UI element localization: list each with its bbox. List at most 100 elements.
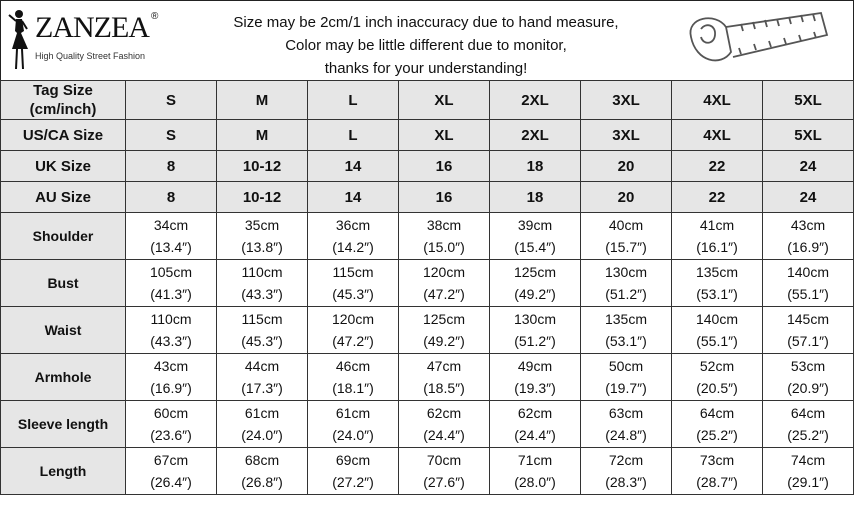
measurement-cell-text: 73cm: [699, 452, 735, 468]
measurement-cell-text: 34cm: [153, 217, 189, 233]
size-cell: 3XL: [580, 80, 672, 120]
row-label-text: Armhole: [34, 369, 92, 385]
measurement-cell-text: (55.1″): [787, 286, 829, 302]
measurement-cell-text: 60cm: [153, 405, 189, 421]
row-label: Sleeve length: [0, 400, 126, 448]
size-cell: 10-12: [216, 181, 308, 213]
row-label-text: Sleeve length: [17, 416, 109, 432]
registered-mark: ®: [150, 11, 159, 22]
row-label-text: Bust: [47, 275, 79, 291]
measurement-cell-text: 64cm: [790, 405, 826, 421]
measurement-cell: 63cm (24.8″): [580, 400, 672, 448]
measurement-cell: 49cm (19.3″): [489, 353, 581, 401]
size-row: UK Size 8 10-12 14 16 18 20 22 24: [0, 150, 854, 182]
row-label-text: US/CA Size: [22, 126, 104, 144]
measurement-cell: 130cm (51.2″): [580, 259, 672, 307]
size-cell-text: S: [165, 91, 176, 109]
size-cell-text: XL: [434, 126, 454, 144]
measurement-cell: 50cm (19.7″): [580, 353, 672, 401]
measurement-cell-text: 68cm: [244, 452, 280, 468]
row-label: AU Size: [0, 181, 126, 213]
size-cell-text: 3XL: [612, 126, 640, 144]
measurement-cell-text: 50cm: [608, 358, 644, 374]
size-cell: S: [125, 119, 217, 151]
measurement-cell: 145cm (57.1″): [762, 306, 854, 354]
measurement-cell-text: 145cm: [786, 311, 830, 327]
row-label: US/CA Size: [0, 119, 126, 151]
measurement-cell: 35cm (13.8″): [216, 212, 308, 260]
measurement-cell-text: (24.4″): [423, 427, 465, 443]
measurement-cell: 70cm (27.6″): [398, 447, 490, 495]
size-cell: 18: [489, 181, 581, 213]
measurement-cell-text: (16.1″): [696, 239, 738, 255]
measurement-cell-text: 43cm: [153, 358, 189, 374]
size-cell: XL: [398, 119, 490, 151]
measurement-cell-text: (23.6″): [150, 427, 192, 443]
size-cell-text: 14: [344, 157, 362, 175]
measurement-cell: 53cm (20.9″): [762, 353, 854, 401]
size-cell-text: S: [165, 126, 176, 144]
measurement-cell: 105cm (41.3″): [125, 259, 217, 307]
measurement-cell-text: (16.9″): [150, 380, 192, 396]
measurement-cell: 120cm (47.2″): [398, 259, 490, 307]
measurement-cell: 140cm (55.1″): [671, 306, 763, 354]
measurement-cell: 60cm (23.6″): [125, 400, 217, 448]
measurement-cell: 68cm (26.8″): [216, 447, 308, 495]
measurement-cell: 40cm (15.7″): [580, 212, 672, 260]
size-cell-text: M: [255, 91, 269, 109]
size-cell-text: 18: [526, 188, 544, 206]
measurement-cell-text: (24.0″): [241, 427, 283, 443]
measurement-cell: 110cm (43.3″): [125, 306, 217, 354]
measurement-cell: 62cm (24.4″): [489, 400, 581, 448]
measurement-cell-text: 46cm: [335, 358, 371, 374]
measurement-cell: 38cm (15.0″): [398, 212, 490, 260]
row-label-text: UK Size: [35, 157, 91, 175]
size-cell-text: 18: [526, 157, 544, 175]
size-cell: 18: [489, 150, 581, 182]
measurement-notice: Size may be 2cm/1 inch inaccuracy due to…: [201, 11, 651, 80]
measurement-cell-text: 38cm: [426, 217, 462, 233]
measurement-cell-text: 43cm: [790, 217, 826, 233]
measurement-cell-text: (16.9″): [787, 239, 829, 255]
size-row: Tag Size (cm/inch) S M L XL 2XL 3XL 4XL 5XL: [0, 80, 854, 120]
measurement-cell: 34cm (13.4″): [125, 212, 217, 260]
size-cell-text: 4XL: [703, 126, 731, 144]
measurement-cell-text: 130cm: [513, 311, 557, 327]
measurement-cell: 74cm (29.1″): [762, 447, 854, 495]
measurement-cell-text: 35cm: [244, 217, 280, 233]
woman-silhouette-icon: [8, 10, 28, 70]
size-cell-text: 5XL: [794, 126, 822, 144]
measurement-cell-text: (26.4″): [150, 474, 192, 490]
measurement-cell-text: 74cm: [790, 452, 826, 468]
measurement-cell: 115cm (45.3″): [307, 259, 399, 307]
measurement-cell-text: (19.3″): [514, 380, 556, 396]
measurement-row: Bust 105cm (41.3″) 110cm (43.3″) 115cm (45.3″)…: [0, 259, 854, 307]
measurement-cell-text: 52cm: [699, 358, 735, 374]
measurement-cell: 140cm (55.1″): [762, 259, 854, 307]
measurement-cell-text: 40cm: [608, 217, 644, 233]
measurement-cell-text: 49cm: [517, 358, 553, 374]
size-cell: M: [216, 80, 308, 120]
size-cell-text: L: [348, 91, 358, 109]
measurement-cell: 46cm (18.1″): [307, 353, 399, 401]
measurement-cell: 115cm (45.3″): [216, 306, 308, 354]
measurement-cell-text: (17.3″): [241, 380, 283, 396]
measurement-cell-text: (28.7″): [696, 474, 738, 490]
measurement-cell-text: 125cm: [513, 264, 557, 280]
measurement-cell-text: (47.2″): [332, 333, 374, 349]
size-cell: 22: [671, 150, 763, 182]
measurement-cell-text: 135cm: [604, 311, 648, 327]
row-label-text: Shoulder: [32, 228, 94, 244]
row-label-text: AU Size: [35, 188, 91, 206]
measurement-cell-text: 130cm: [604, 264, 648, 280]
size-cell: 5XL: [762, 119, 854, 151]
size-cell: M: [216, 119, 308, 151]
measurement-cell-text: 120cm: [331, 311, 375, 327]
measurement-cell-text: 64cm: [699, 405, 735, 421]
size-cell: 22: [671, 181, 763, 213]
measurement-row: Length 67cm (26.4″) 68cm (26.8″) 69cm (27.2″) 7…: [0, 447, 854, 495]
measurement-cell: 135cm (53.1″): [671, 259, 763, 307]
measurement-cell: 130cm (51.2″): [489, 306, 581, 354]
measurement-cell: 39cm (15.4″): [489, 212, 581, 260]
measurement-cell: 64cm (25.2″): [671, 400, 763, 448]
